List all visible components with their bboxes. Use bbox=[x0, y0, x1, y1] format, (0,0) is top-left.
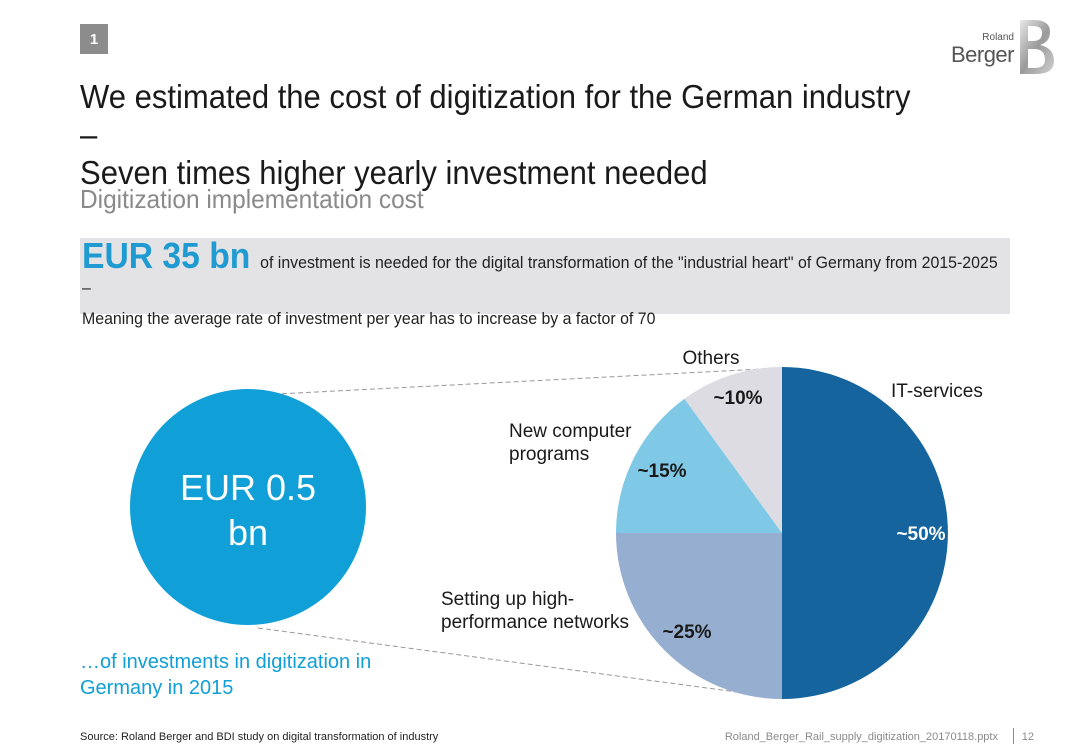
title-line-2: Seven times higher yearly investment nee… bbox=[80, 154, 708, 191]
roland-berger-logo: Roland Berger bbox=[946, 18, 1056, 76]
pie-category-label-1-line-1: performance networks bbox=[441, 612, 629, 633]
banner-text-line-1: of investment is needed for the digital … bbox=[82, 253, 998, 297]
pie-value-label-3: ~10% bbox=[713, 388, 762, 409]
page-number: 12 bbox=[1021, 731, 1034, 743]
circle-value-line-2: bn bbox=[228, 512, 268, 553]
circle-caption-line-1: …of investments in digitization in bbox=[80, 651, 371, 673]
subtitle: Digitization implementation cost bbox=[80, 184, 424, 214]
pie-slice-2 bbox=[616, 398, 782, 533]
pie-slice-0 bbox=[782, 367, 948, 699]
slide-number-badge: 1 bbox=[80, 24, 108, 54]
pie-value-label-1: ~25% bbox=[662, 622, 711, 643]
pie-chart: ~50% IT-services ~25% Setting up high-perfo… bbox=[441, 348, 983, 699]
connector-line-bottom bbox=[257, 627, 783, 699]
banner-text-line-2: Meaning the average rate of investment p… bbox=[82, 309, 656, 328]
logo-line2: Berger bbox=[950, 42, 1015, 67]
pie-category-label-2-line-0: New computer bbox=[509, 421, 632, 442]
pie-value-label-0: ~50% bbox=[896, 524, 945, 545]
logo-b-icon bbox=[1020, 20, 1054, 74]
footer-filename: Roland_Berger_Rail_supply_digitization_2… bbox=[724, 731, 998, 743]
pie-category-label-1-line-0: Setting up high- bbox=[441, 589, 574, 610]
highlight-banner: EUR 35 bn of investment is needed for th… bbox=[80, 235, 1010, 328]
pie-slice-3 bbox=[684, 367, 782, 533]
pie-slice-1 bbox=[616, 533, 782, 699]
page-title: We estimated the cost of digitization fo… bbox=[80, 78, 926, 192]
pie-category-label-0-line-0: IT-services bbox=[891, 381, 983, 402]
footer-separator bbox=[1013, 728, 1014, 744]
logo-line1: Roland bbox=[982, 32, 1014, 43]
investment-circle bbox=[130, 389, 366, 625]
source-footnote: Source: Roland Berger and BDI study on d… bbox=[80, 731, 439, 743]
pie-category-label-3-line-0: Others bbox=[682, 348, 739, 369]
banner-highlight-value: EUR 35 bn bbox=[82, 235, 251, 276]
circle-value-line-1: EUR 0.5 bbox=[180, 467, 316, 508]
title-line-1: We estimated the cost of digitization fo… bbox=[80, 78, 911, 153]
pie-value-label-2: ~15% bbox=[637, 461, 686, 482]
pie-category-label-2-line-1: programs bbox=[509, 444, 589, 465]
circle-caption-line-2: Germany in 2015 bbox=[80, 677, 233, 699]
